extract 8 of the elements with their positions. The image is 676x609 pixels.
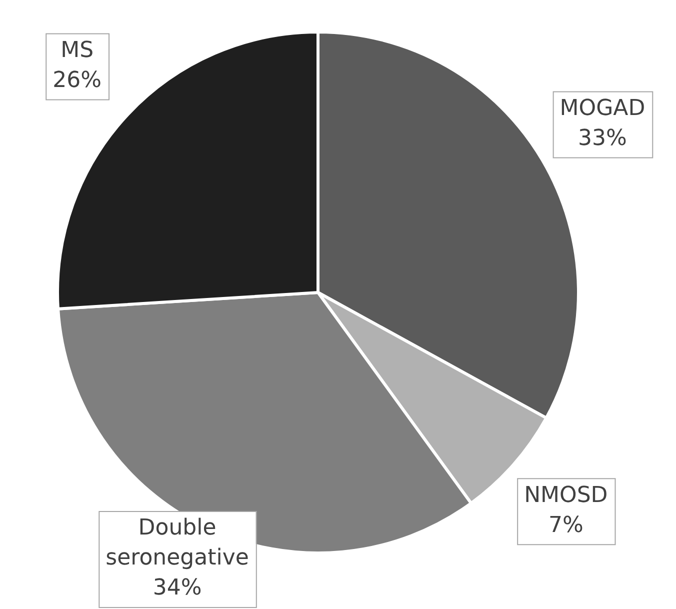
slice-label: MS [60, 38, 94, 63]
slice-label: MOGAD [560, 96, 646, 121]
data-label: 33% [578, 126, 627, 151]
data-label: 26% [52, 68, 102, 93]
data-label: 7% [548, 512, 584, 538]
slice-label: NMOSD [524, 482, 608, 508]
data-label: 34% [152, 576, 202, 601]
slice-label: Double seronegative [106, 516, 249, 571]
